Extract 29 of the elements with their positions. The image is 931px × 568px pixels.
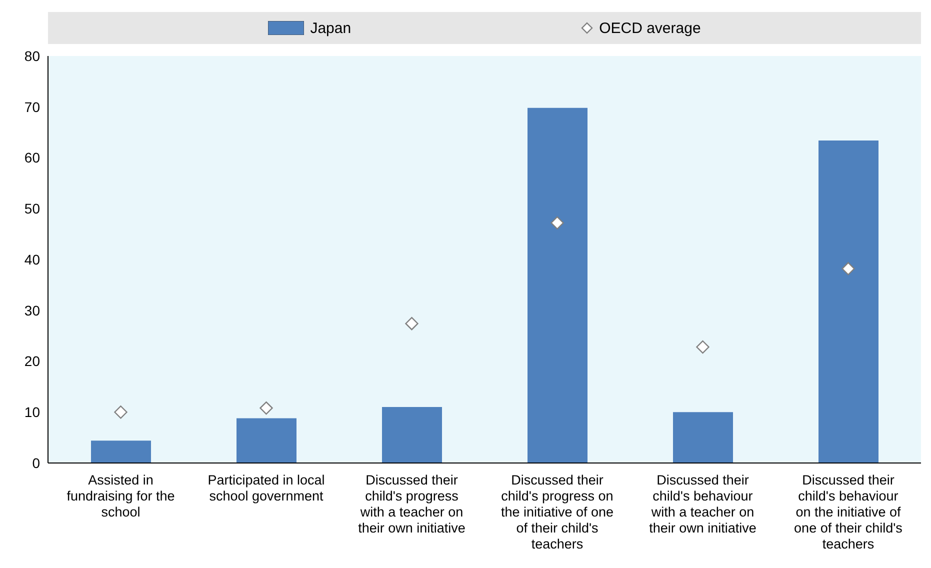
bar (528, 108, 588, 463)
legend-label: OECD average (599, 20, 701, 36)
y-tick-label: 30 (24, 302, 40, 318)
y-tick-label: 40 (24, 251, 40, 268)
bar (673, 412, 733, 463)
point (842, 262, 855, 276)
y-tick-label: 50 (24, 200, 40, 217)
bar (236, 418, 296, 463)
point (260, 401, 273, 415)
point (550, 216, 564, 230)
y-tick-label: 60 (24, 150, 40, 166)
x-tick-label: Discussed their child's progress with a teacher on their own initiative (358, 472, 466, 536)
x-tick-label: Participated in local school government (208, 472, 325, 504)
legend-label: Japan (310, 20, 352, 36)
bar (382, 407, 442, 463)
x-tick-label: Discussed their child's behaviour on the initiative of one of their child's teachers (794, 472, 903, 552)
point (114, 406, 128, 419)
y-tick-label: 70 (24, 98, 40, 115)
y-tick-label: 10 (24, 404, 40, 420)
y-tick-label: 80 (24, 48, 40, 64)
x-tick-label: Discussed their child's behaviour with a teacher on their own initiative (649, 472, 756, 536)
point (696, 340, 710, 354)
x-tick-label: Assisted in fundraising for the school (66, 472, 175, 520)
bar (818, 140, 878, 463)
y-tick-label: 0 (32, 454, 40, 471)
y-tick-label: 20 (24, 353, 40, 370)
point (405, 317, 418, 330)
x-tick-label: Discussed their child's progress on the initiative of one of their child's teachers (500, 472, 614, 552)
bar (91, 440, 151, 463)
